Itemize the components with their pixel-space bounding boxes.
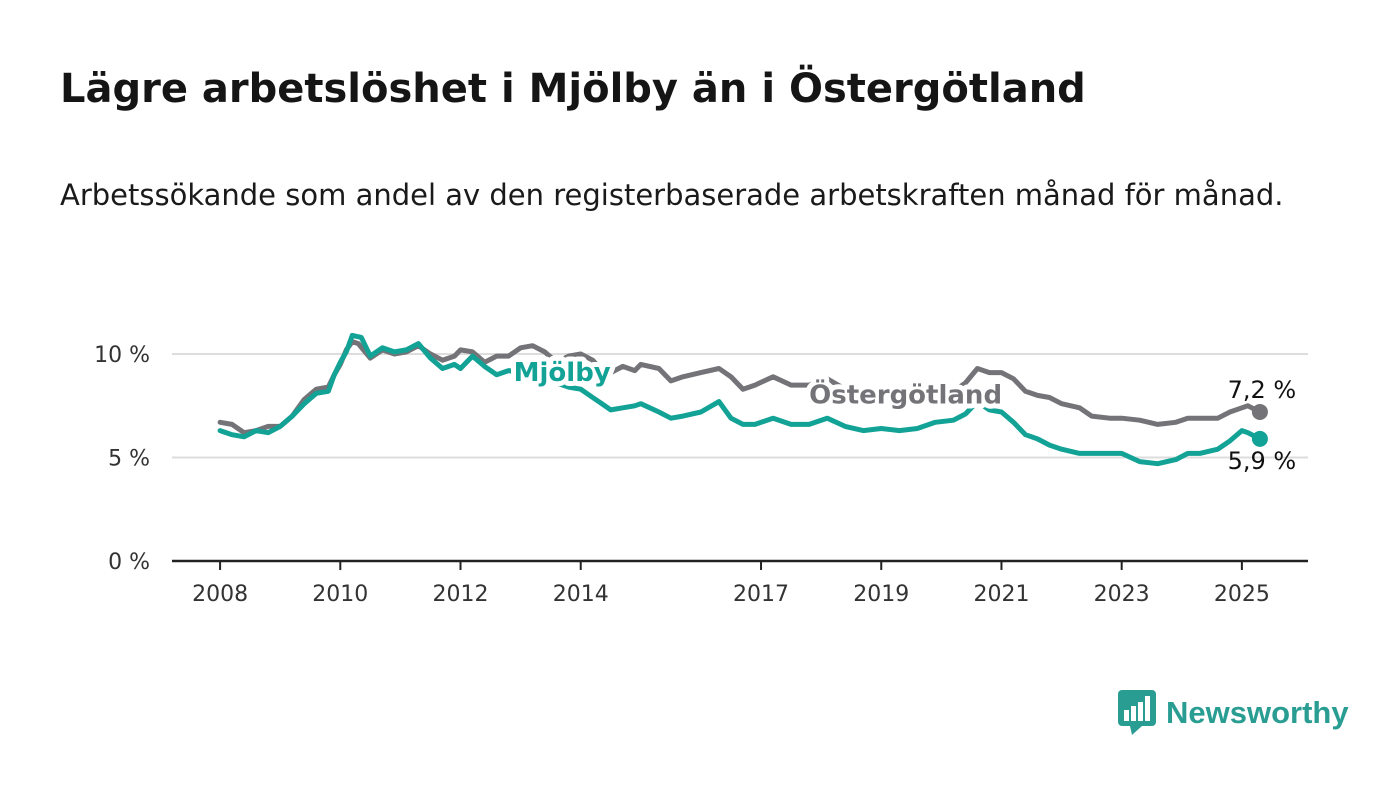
series-lines [217,332,1268,467]
mjolby-line [217,332,1263,467]
y-axis-ticks: 0 % 5 % 10 % [94,343,150,575]
x-tick-label: 2014 [553,582,609,607]
x-tick-label: 2017 [733,582,789,607]
mjolby-series-label: Mjölby [514,358,611,388]
y-tick-label: 5 % [108,447,150,472]
x-tick-label: 2019 [853,582,909,607]
x-tick-label: 2021 [973,582,1029,607]
x-tick-label: 2010 [312,582,368,607]
ostergotland-end-value-label: 7,2 % [1228,376,1297,404]
x-tick-label: 2023 [1094,582,1150,607]
y-tick-label: 10 % [94,343,150,368]
chart-subtitle: Arbetssökande som andel av den registerb… [60,178,1284,212]
ostergotland-end-point [1251,403,1268,420]
ostergotland-label-halo: Östergötland [809,378,1002,411]
chart-title: Lägre arbetslöshet i Mjölby än i Östergö… [60,66,1086,112]
mjolby-label-halo: Mjölby [514,358,611,388]
series-labels: ÖstergötlandÖstergötlandMjölbyMjölby7,2 … [509,353,1297,475]
x-tick-label: 2012 [433,582,489,607]
ostergotland-line [217,339,1263,436]
brand-name: Newsworthy [1166,695,1349,730]
y-tick-label: 0 % [108,550,150,575]
mjolby-end-point [1251,430,1268,447]
mjolby-end-value-label: 5,9 % [1228,447,1297,475]
newsworthy-logo[interactable]: Newsworthy [1118,690,1349,736]
ostergotland-series-label: Östergötland [809,378,1002,411]
bar-chart-speech-bubble-icon [1118,690,1156,735]
gridlines [172,353,1308,459]
x-tick-label: 2008 [192,582,248,607]
x-axis-ticks: 2008 2010 2012 2014 2017 2019 2021 2023 2025 [192,561,1270,607]
x-tick-label: 2025 [1214,582,1270,607]
